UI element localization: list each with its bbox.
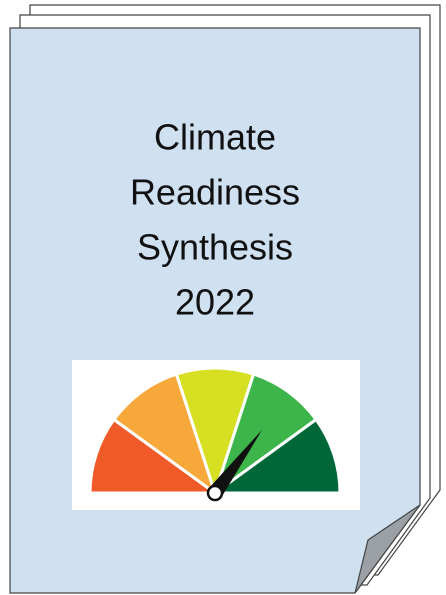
gauge-segment <box>174 366 256 495</box>
title-line: Synthesis <box>137 227 293 268</box>
gauge-pivot <box>206 484 224 502</box>
gauge-image <box>72 360 360 510</box>
gauge-segment <box>112 372 217 495</box>
gauge-needle <box>209 430 262 498</box>
gauge-segment <box>213 418 342 495</box>
page-fold <box>354 504 421 594</box>
title-line: 2022 <box>175 282 255 323</box>
gauge-segment <box>88 418 217 495</box>
title-line: Readiness <box>130 172 300 213</box>
title-line: Climate <box>154 117 276 158</box>
